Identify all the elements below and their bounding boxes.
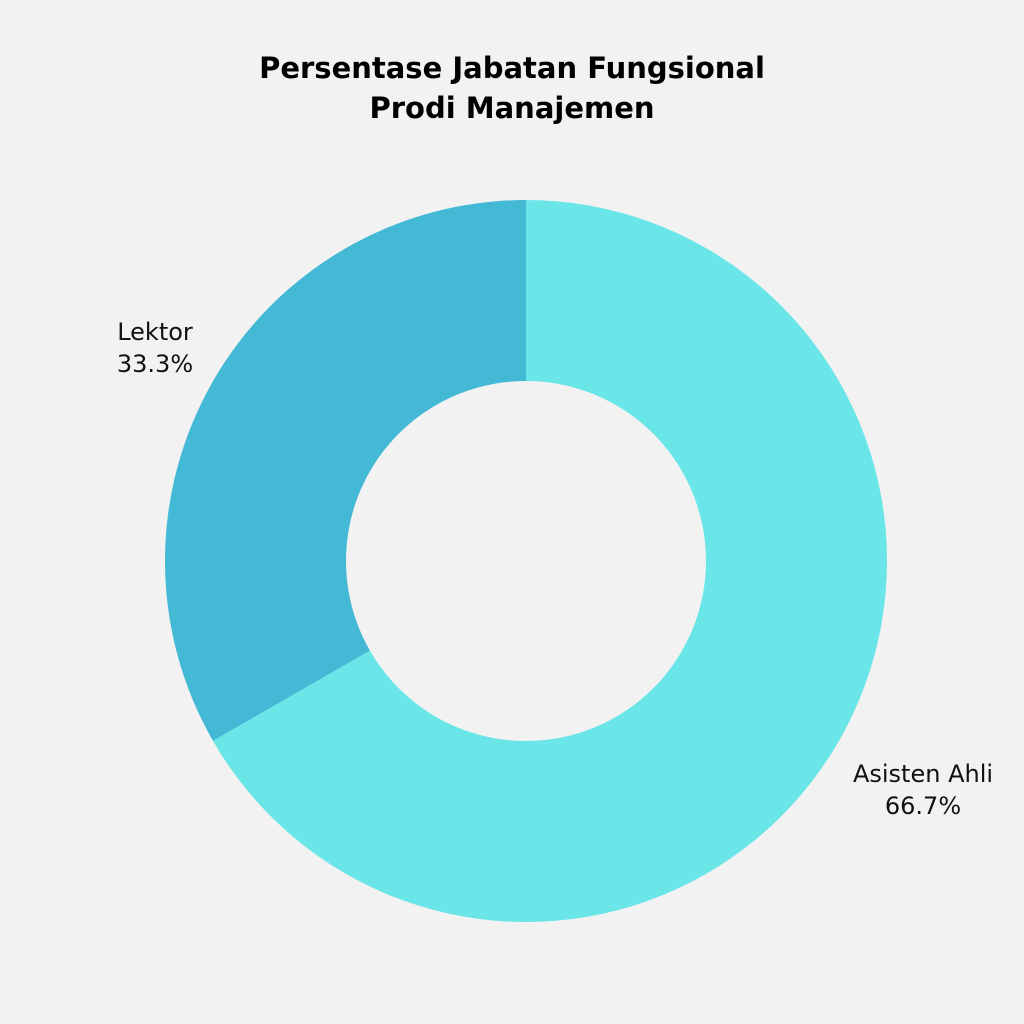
label-lektor-value: 33.3% [116, 350, 194, 378]
chart-title: Persentase Jabatan Fungsional Prodi Mana… [0, 48, 1024, 128]
label-asisten-ahli-name: Asisten Ahli [852, 760, 994, 788]
slice-lektor [164, 200, 527, 741]
label-asisten-ahli: Asisten Ahli 66.7% [838, 758, 1008, 822]
title-line-1: Persentase Jabatan Fungsional [259, 51, 765, 85]
slice-asisten-ahli [212, 200, 887, 922]
label-lektor: Lektor 33.3% [100, 316, 210, 380]
title-line-2: Prodi Manajemen [369, 91, 655, 125]
label-lektor-name: Lektor [117, 318, 193, 346]
label-asisten-ahli-value: 66.7% [884, 792, 962, 820]
